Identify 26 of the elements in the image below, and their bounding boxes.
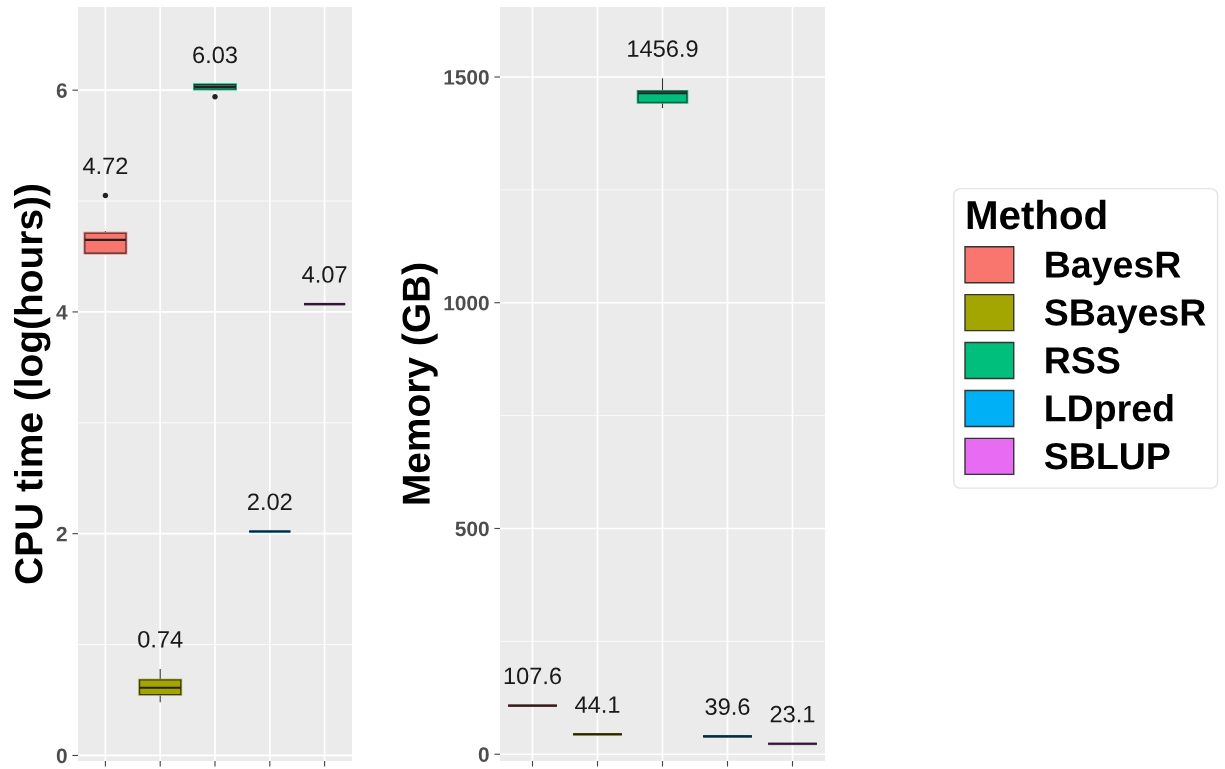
y-axis-title: Memory (GB) — [401, 263, 438, 504]
annotation: 4.07 — [302, 266, 347, 283]
legend-label: RSS — [1046, 347, 1120, 374]
annotation: 2.02 — [248, 493, 292, 511]
y-tick-label: 1500 — [444, 69, 489, 85]
annotation: 0.74 — [138, 630, 183, 648]
y-tick-label: 4 — [56, 305, 68, 320]
y-tick-label: 500 — [455, 521, 489, 537]
annotation: 107.6 — [504, 667, 562, 685]
annotation: 39.6 — [705, 698, 750, 716]
y-tick-label: 6 — [56, 83, 67, 98]
y-axis-title: CPU time (log(hours)) — [14, 185, 51, 584]
legend-label: BayesR — [1046, 251, 1181, 286]
legend-label: LDpred — [1046, 394, 1173, 429]
legend-title: Method — [967, 199, 1106, 230]
annotation: 23.1 — [770, 705, 815, 723]
y-tick-label: 1000 — [444, 295, 489, 311]
annotation: 44.1 — [575, 696, 620, 713]
y-tick-label: 2 — [56, 526, 67, 542]
y-tick-label: 0 — [478, 747, 489, 762]
legend-label: SBLUP — [1044, 442, 1170, 470]
y-tick-label: 0 — [56, 748, 67, 764]
annotation: 6.03 — [193, 46, 237, 64]
annotation: 1456.9 — [628, 40, 698, 57]
legend-label: SBayesR — [1044, 299, 1206, 334]
annotation: 4.72 — [82, 157, 128, 174]
